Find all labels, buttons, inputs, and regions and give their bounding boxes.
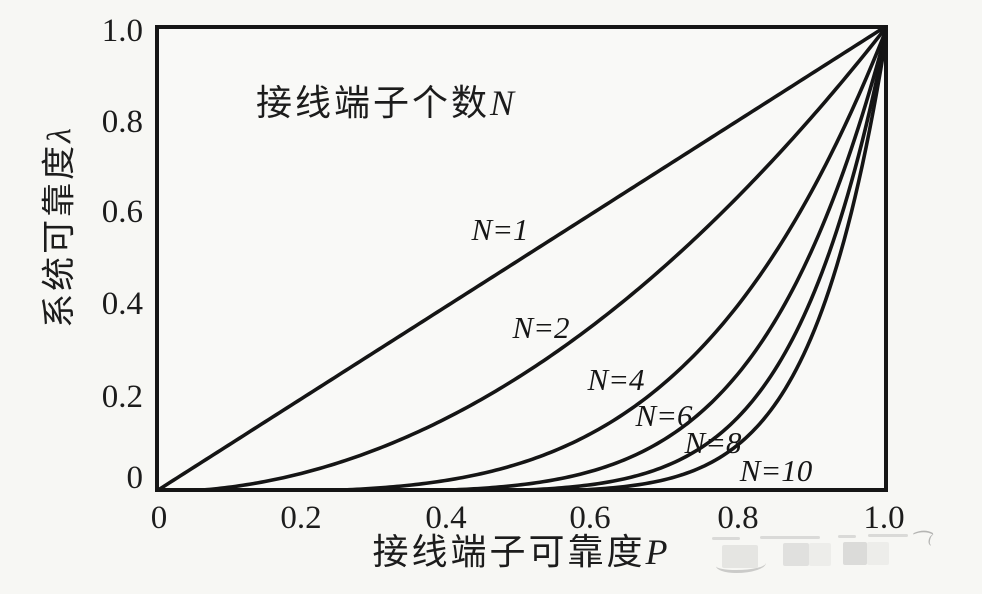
- x-tick-1.0: 1.0: [863, 500, 905, 536]
- watermark-block: [783, 543, 809, 566]
- x-axis-label-variable: P: [645, 532, 668, 572]
- y-tick-1.0: 1.0: [101, 13, 143, 49]
- curve-label-n2: N=2: [512, 310, 570, 345]
- curve-label-n6: N=6: [635, 398, 693, 433]
- watermark-stroke: [716, 556, 766, 573]
- watermark-block: [867, 542, 889, 565]
- y-tick-0.2: 0.2: [101, 379, 143, 415]
- curve-label-n1: N=1: [471, 212, 529, 247]
- curves-canvas: [155, 25, 888, 492]
- watermark-dash: [712, 537, 740, 540]
- y-tick-0: 0: [126, 460, 144, 496]
- watermark-dash: [760, 536, 820, 539]
- x-tick-0.6: 0.6: [569, 500, 611, 536]
- y-axis-label-text: 系统可靠度: [41, 142, 79, 328]
- x-tick-0.2: 0.2: [280, 500, 322, 536]
- curve-label-n8: N=8: [684, 425, 742, 460]
- curve-label-n4: N=4: [587, 362, 645, 397]
- x-axis-label-text: 接线端子可靠度: [372, 532, 646, 572]
- y-tick-0.6: 0.6: [101, 194, 143, 230]
- curve-N=10: [155, 25, 888, 492]
- annotation-terminal-count: 接线端子个数N: [256, 74, 514, 126]
- watermark-dash: [838, 535, 856, 538]
- watermark-block: [843, 542, 867, 565]
- curve-label-n10: N=10: [739, 453, 813, 488]
- y-tick-0.8: 0.8: [101, 104, 143, 140]
- x-tick-0.8: 0.8: [717, 500, 759, 536]
- watermark-dash: [868, 534, 908, 537]
- x-tick-0: 0: [150, 500, 168, 536]
- annotation-text: 接线端子个数: [255, 83, 490, 123]
- x-tick-0.4: 0.4: [425, 500, 467, 536]
- watermark-mark: ⁀⁽: [910, 531, 934, 556]
- x-axis-label: 接线端子可靠度P: [372, 523, 667, 575]
- curve-N=2: [155, 25, 888, 492]
- watermark-block: [809, 543, 831, 566]
- annotation-variable: N: [490, 83, 515, 123]
- curve-N=1: [155, 25, 888, 492]
- y-axis-label: 系统可靠度λ: [32, 128, 81, 328]
- y-axis-label-variable: λ: [41, 128, 79, 143]
- y-tick-0.4: 0.4: [101, 286, 143, 322]
